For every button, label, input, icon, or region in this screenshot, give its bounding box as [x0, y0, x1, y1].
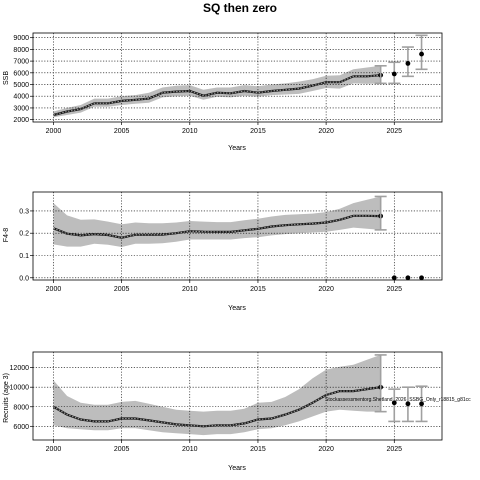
ssb-y-tick-label: 6000: [13, 70, 29, 77]
recruits-projection-point: [419, 401, 424, 407]
ssb-y-tick-label: 7000: [13, 59, 29, 66]
ssb-projection-point: [419, 51, 424, 57]
recruits-projection-point: [405, 401, 411, 407]
ssb-x-tick-label: 2000: [46, 128, 62, 135]
ssb-y-tick-label: 3000: [13, 105, 29, 112]
recruits-x-tick-label: 2010: [182, 446, 198, 453]
ssb-y-tick-label: 5000: [13, 82, 29, 89]
fishing-mortality-projection-point: [405, 275, 411, 281]
fishing-mortality-x-axis-label: Years: [228, 305, 246, 312]
recruits-y-tick-label: 10000: [10, 385, 30, 392]
panel-recruits: 2000 2005 2010 2015 2020 2025 6000 8000 10000 120…: [3, 351, 471, 472]
recruits-plot-frame: [32, 351, 443, 441]
ssb-confidence-band: [53, 65, 381, 118]
fishing-mortality-projection-point: [419, 275, 424, 281]
ssb-projection-point: [391, 71, 397, 77]
ssb-median-line-overlay: [53, 74, 381, 116]
fishing-mortality-x-tick-label: 2005: [114, 286, 130, 293]
recruits-y-axis-label: Recruits (age 3): [3, 373, 10, 423]
fishing-mortality-y-tick-label: 0.2: [19, 231, 29, 238]
ssb-plot-area: 2000 2005 2010 2015 2020 2025 2000 3000 4000 5000…: [13, 32, 443, 135]
recruits-median-line-overlay: [53, 386, 381, 427]
ssb-plot-frame: [32, 32, 443, 123]
recruits-x-tick-label: 2015: [250, 446, 266, 453]
recruits-annotation: Stockassessmentorg.Shetland_2026_SSBG_On…: [325, 397, 471, 403]
fishing-mortality-x-tick-label: 2010: [182, 286, 198, 293]
ssb-x-tick-label: 2010: [182, 128, 198, 135]
panel-fishing-mortality: 2000 2005 2010 2015 2020 2025 0.0 0.1 0.2 0.3 Yea…: [3, 191, 443, 312]
recruits-plot-area: 2000 2005 2010 2015 2020 2025 6000 8000 10000 120…: [10, 351, 443, 453]
ssb-y-tick-label: 4000: [13, 94, 29, 101]
ssb-projection-point: [405, 61, 411, 66]
ssb-y-axis-label: SSB: [3, 71, 10, 85]
fishing-mortality-x-tick-label: 2020: [318, 286, 334, 293]
fishing-mortality-projection-point: [391, 275, 397, 281]
fishing-mortality-y-tick-label: 0.1: [19, 253, 29, 260]
figure-title: SQ then zero: [203, 1, 277, 15]
recruits-y-tick-label: 6000: [13, 424, 29, 431]
recruits-y-tick-label: 8000: [13, 404, 29, 411]
fishing-mortality-y-tick-label: 0.0: [19, 275, 29, 282]
recruits-x-tick-label: 2025: [386, 446, 402, 453]
recruits-confidence-band: [53, 354, 381, 436]
ssb-x-tick-label: 2025: [386, 128, 402, 135]
fishing-mortality-median-line-overlay: [53, 215, 381, 239]
ssb-x-tick-label: 2005: [114, 128, 130, 135]
fishing-mortality-y-tick-label: 0.3: [19, 208, 29, 215]
ssb-x-axis-label: Years: [228, 145, 246, 152]
ssb-y-tick-label: 9000: [13, 35, 29, 42]
recruits-x-axis-label: Years: [228, 465, 246, 472]
fishing-mortality-x-tick-label: 2025: [386, 286, 402, 293]
ssb-y-tick-label: 8000: [13, 47, 29, 54]
recruits-y-tick-label: 12000: [10, 365, 30, 372]
recruits-projection-point: [391, 400, 397, 406]
fishing-mortality-x-tick-label: 2000: [46, 286, 62, 293]
ssb-x-tick-label: 2015: [250, 128, 266, 135]
ssb-y-tick-label: 2000: [13, 117, 29, 124]
fishing-mortality-plot-area: 2000 2005 2010 2015 2020 2025 0.0 0.1 0.2 0.3: [19, 191, 443, 293]
fishing-mortality-x-tick-label: 2015: [250, 286, 266, 293]
recruits-x-tick-label: 2005: [114, 446, 130, 453]
fishing-mortality-y-axis-label: F4-8: [3, 228, 10, 243]
recruits-x-tick-label: 2000: [46, 446, 62, 453]
ssb-x-tick-label: 2020: [318, 128, 334, 135]
panel-ssb: 2000 2005 2010 2015 2020 2025 2000 3000 4000 5000…: [3, 32, 443, 152]
recruits-x-tick-label: 2020: [318, 446, 334, 453]
fishing-mortality-plot-frame: [32, 191, 443, 281]
